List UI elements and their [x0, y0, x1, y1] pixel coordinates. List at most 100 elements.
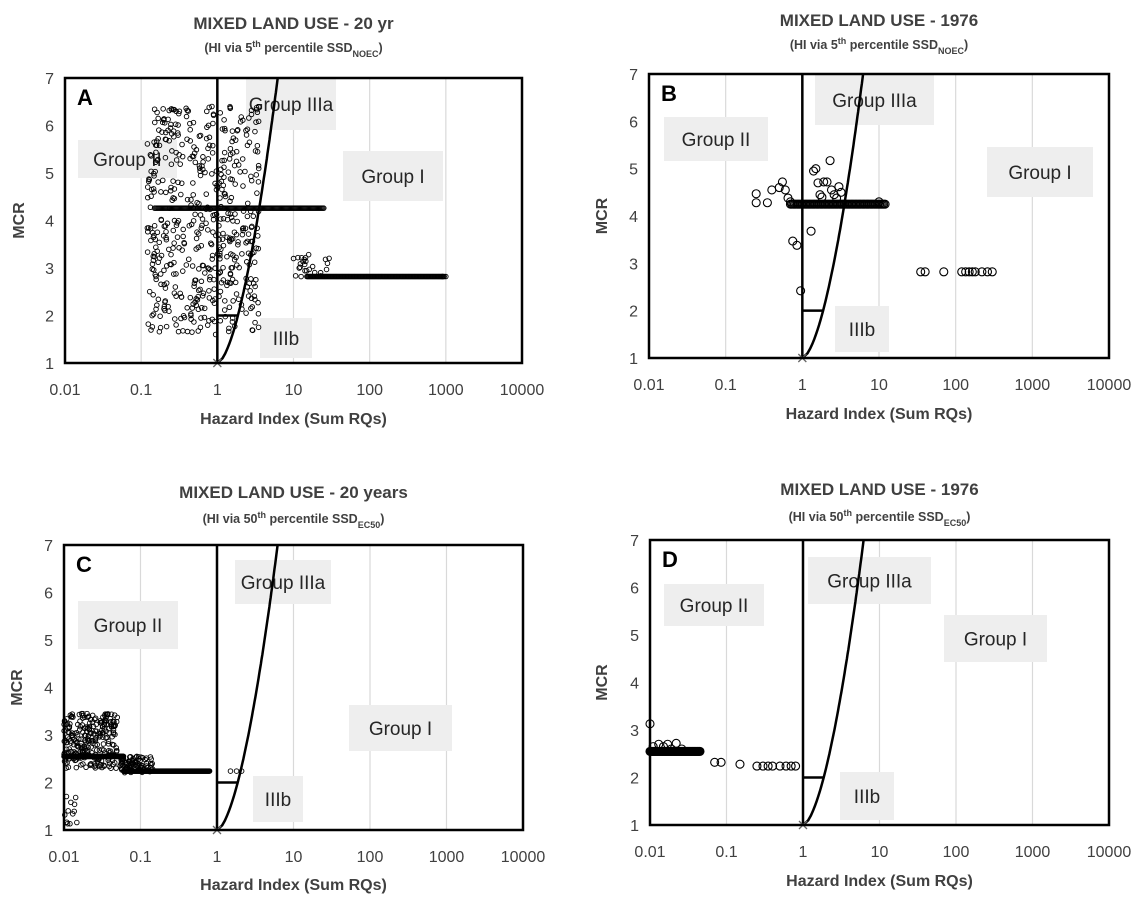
x-tick-label: 100: [943, 844, 970, 861]
data-point: [248, 177, 255, 184]
data-point: [206, 104, 212, 111]
data-point: [173, 271, 179, 277]
y-axis-title: MCR: [594, 197, 611, 234]
data-point: [162, 285, 169, 291]
data-point: [160, 177, 166, 184]
data-point: [149, 324, 156, 330]
data-point: [227, 768, 234, 774]
data-point: [189, 263, 196, 269]
data-point: [229, 276, 236, 283]
data-point: [217, 288, 224, 295]
data-point: [235, 239, 241, 245]
data-point: [240, 117, 246, 123]
data-point: [197, 168, 203, 174]
data-point: [175, 132, 181, 138]
data-point: [249, 327, 256, 333]
data-point: [168, 251, 174, 258]
data-point: [195, 306, 202, 313]
subtitle-post: ): [964, 38, 968, 52]
subtitle-mid: percentile SSD: [852, 510, 944, 524]
data-point: [301, 261, 308, 268]
data-point: [222, 191, 228, 197]
x-tick-label: 0.01: [49, 382, 80, 399]
data-point: [808, 166, 819, 176]
data-point: [233, 291, 240, 297]
data-point: [148, 153, 154, 159]
data-point: [232, 279, 239, 286]
data-point: [118, 761, 124, 767]
data-point: [254, 225, 260, 232]
data-point: [94, 747, 100, 753]
data-point: [193, 235, 200, 242]
data-point: [248, 305, 254, 312]
data-point: [227, 176, 234, 182]
data-point: [206, 317, 212, 324]
group-label: IIIb: [854, 787, 880, 808]
data-point: [255, 165, 262, 172]
data-point: [209, 252, 216, 259]
data-point: [216, 180, 222, 186]
group-label-box: [835, 306, 889, 352]
x-tick-label: 100: [356, 382, 383, 399]
group-label-box: [349, 705, 452, 751]
y-tick-label: 6: [45, 119, 54, 136]
data-point: [441, 273, 447, 280]
data-point: [224, 279, 231, 286]
data-point: [735, 759, 745, 769]
data-point: [302, 254, 309, 261]
data-point: [90, 740, 96, 747]
data-point: [92, 728, 99, 734]
data-point: [163, 189, 169, 196]
data-point: [109, 733, 115, 740]
data-point: [149, 229, 156, 236]
data-point: [254, 142, 261, 149]
y-tick-label: 2: [630, 771, 639, 788]
data-point: [189, 329, 195, 335]
data-point: [215, 270, 222, 277]
data-point: [206, 295, 213, 301]
group-label: IIIb: [273, 329, 299, 350]
x-tick-label: 1000: [429, 849, 465, 866]
y-tick-label: 1: [629, 351, 638, 368]
data-point: [243, 132, 250, 138]
y-tick-label: 5: [630, 628, 639, 645]
data-point: [303, 258, 309, 265]
data-point: [228, 214, 235, 221]
data-point: [162, 120, 168, 126]
data-point: [155, 115, 161, 122]
data-point: [228, 194, 235, 201]
data-point: [211, 286, 217, 292]
data-point: [127, 760, 134, 767]
data-point: [209, 316, 215, 323]
data-point: [210, 229, 216, 235]
group-label: IIIb: [849, 320, 875, 341]
data-point: [176, 108, 183, 114]
data-point: [170, 227, 177, 234]
x-tick-label: 0.1: [715, 844, 737, 861]
data-point: [164, 220, 171, 227]
data-point: [85, 738, 92, 744]
data-point: [188, 312, 194, 319]
y-tick-label: 1: [44, 823, 53, 840]
x-tick-label: 1: [213, 849, 222, 866]
x-axis-title: Hazard Index (Sum RQs): [786, 873, 973, 890]
data-point: [77, 718, 83, 724]
data-point: [224, 216, 231, 223]
data-point: [939, 267, 949, 277]
data-point: [86, 723, 93, 730]
data-point: [768, 761, 778, 771]
data-point: [163, 234, 169, 241]
data-point: [153, 306, 159, 312]
data-point: [106, 730, 112, 736]
data-point: [162, 298, 169, 304]
x-tick-label: 0.01: [634, 844, 665, 861]
data-point: [197, 324, 204, 331]
data-point: [198, 225, 205, 231]
data-point: [188, 196, 194, 203]
data-point: [234, 218, 240, 225]
data-point: [171, 240, 177, 246]
data-point: [156, 127, 162, 133]
data-point: [200, 154, 206, 160]
data-point: [113, 765, 119, 771]
x-tick-label: 10000: [501, 849, 546, 866]
